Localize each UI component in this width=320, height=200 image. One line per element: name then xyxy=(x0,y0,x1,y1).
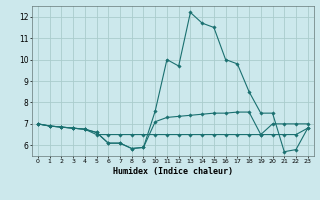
X-axis label: Humidex (Indice chaleur): Humidex (Indice chaleur) xyxy=(113,167,233,176)
